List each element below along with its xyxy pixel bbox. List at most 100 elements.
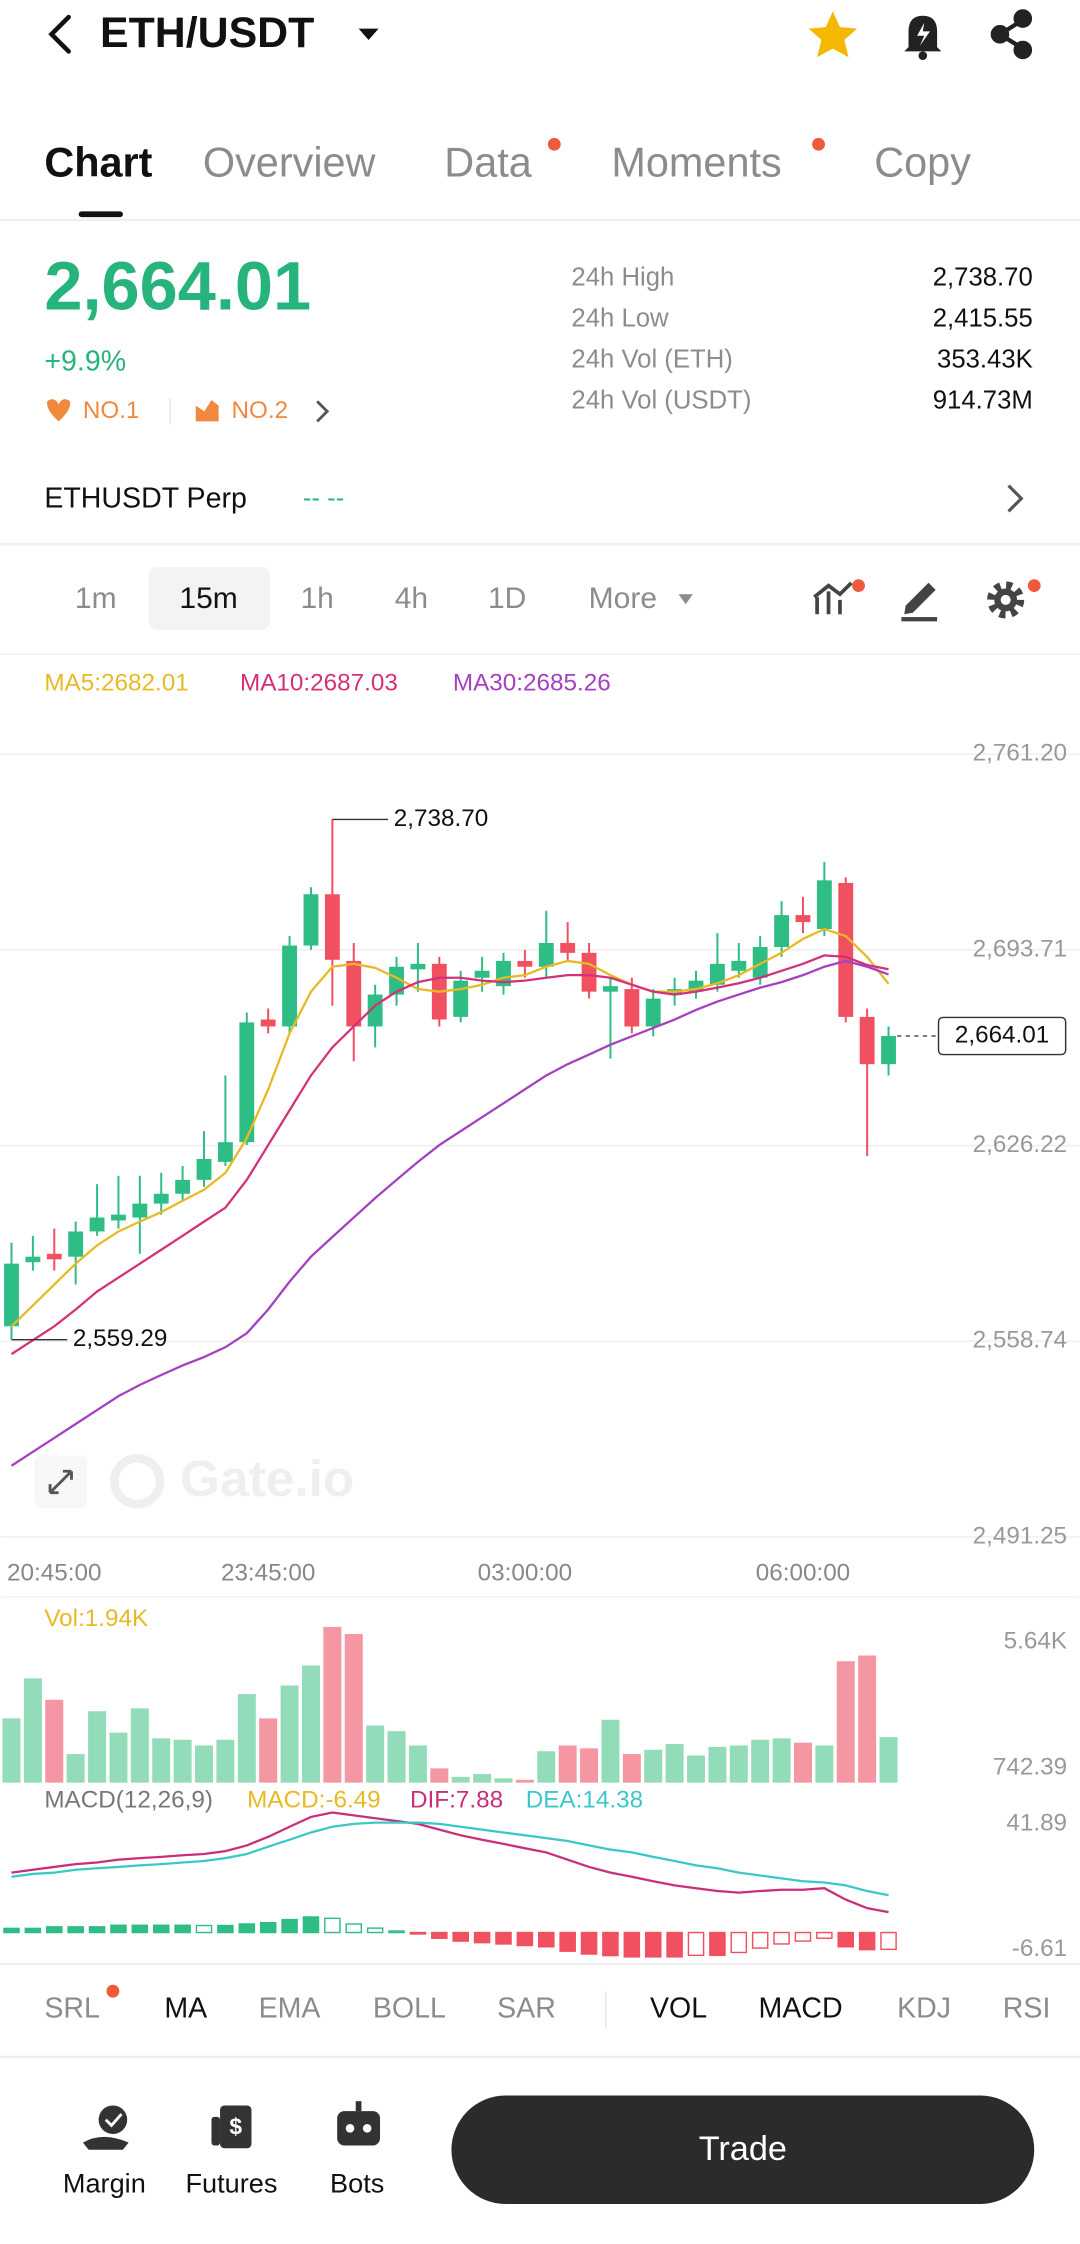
settings-dot — [1027, 579, 1041, 593]
nav-label[interactable]: Bots — [330, 2168, 384, 2199]
volume-bar — [2, 1718, 21, 1783]
stat-label: 24h Vol (ETH) — [571, 345, 732, 373]
favorite-star[interactable] — [808, 11, 858, 58]
macd-histogram-bar — [88, 1926, 106, 1934]
tab[interactable]: Overview — [203, 140, 376, 186]
share-button[interactable] — [990, 9, 1033, 60]
volume-bar — [88, 1711, 107, 1783]
interval[interactable]: 4h — [395, 582, 428, 615]
interval[interactable]: More — [589, 582, 657, 615]
candle-body — [474, 970, 490, 978]
volume-bar — [772, 1738, 791, 1783]
legend-entry: MA10:2687.03 — [240, 670, 398, 697]
macd-histogram-bar — [880, 1931, 897, 1951]
volume-bar — [280, 1685, 299, 1783]
candle-body — [859, 1016, 875, 1065]
volume-bar — [109, 1732, 128, 1783]
candle-body — [517, 960, 533, 967]
interval[interactable]: 1h — [300, 582, 333, 615]
indicator-tab[interactable]: SAR — [497, 1992, 556, 2024]
macd-histogram-bar — [302, 1916, 320, 1934]
candle-body — [538, 942, 554, 967]
candle-body — [239, 1022, 255, 1143]
volume-bar — [301, 1665, 320, 1783]
macd-line — [11, 1821, 889, 1897]
futures-icon[interactable]: $ — [211, 2105, 252, 2149]
macd-histogram-bar — [773, 1931, 790, 1945]
y-tick-label: 742.39 — [993, 1753, 1067, 1780]
indicator-tab[interactable]: RSI — [1003, 1992, 1051, 2024]
chevron[interactable] — [1007, 484, 1024, 513]
interval[interactable]: 15m — [179, 582, 237, 615]
pair-caret[interactable] — [358, 28, 379, 40]
macd-histogram-bar — [345, 1923, 363, 1934]
macd-histogram-bar — [281, 1918, 298, 1934]
interval[interactable]: 1m — [75, 582, 117, 615]
bottom-nav: Margin Futures Bots — [63, 2168, 384, 2199]
tab[interactable]: Moments — [611, 140, 781, 186]
perp-name[interactable]: ETHUSDT Perp — [44, 482, 247, 514]
annotation-label: 2,559.29 — [73, 1325, 167, 1352]
candle-body — [196, 1158, 212, 1180]
y-tick-label: 41.89 — [1006, 1809, 1067, 1836]
trade-button[interactable] — [451, 2095, 1035, 2205]
indicator-tab[interactable]: SRL — [44, 1992, 100, 2024]
interval-bar: 1m 15m 1h 4h 1D More — [75, 582, 657, 615]
rank-badge[interactable]: NO.1 — [83, 397, 140, 424]
draw-button[interactable] — [901, 582, 938, 622]
alert-bell[interactable] — [904, 15, 942, 60]
last-price: 2,664.01 — [44, 248, 311, 325]
indicator-tab[interactable]: VOL — [650, 1992, 707, 2024]
bots-icon[interactable] — [337, 2101, 381, 2146]
candle-body — [389, 966, 404, 995]
margin-icon[interactable] — [82, 2105, 129, 2150]
more-caret[interactable] — [678, 594, 693, 605]
rank-icon — [195, 399, 219, 422]
nav-label[interactable]: Futures — [185, 2168, 277, 2199]
nav-label[interactable]: Margin — [63, 2168, 146, 2199]
candle-body — [175, 1179, 191, 1194]
rank-badge[interactable]: NO.2 — [231, 397, 288, 424]
indicator-button[interactable] — [813, 581, 853, 615]
macd-histogram-bar — [217, 1924, 234, 1934]
indicator-tab[interactable]: KDJ — [897, 1992, 951, 2024]
volume-bar — [387, 1731, 406, 1783]
volume-bar — [708, 1746, 727, 1783]
trade-button-label[interactable]: Trade — [699, 2130, 787, 2168]
candle-body — [688, 980, 704, 992]
expand-button[interactable] — [34, 1455, 88, 1509]
volume-bar — [45, 1699, 64, 1783]
chevron[interactable] — [316, 400, 330, 423]
volume-bar — [408, 1745, 427, 1783]
volume-bar — [237, 1694, 256, 1783]
last-price-box — [937, 1016, 1067, 1056]
candle-body — [153, 1193, 169, 1204]
macd-histogram-bar — [473, 1931, 491, 1944]
indicator-tab[interactable]: BOLL — [373, 1992, 446, 2024]
volume-bar — [259, 1718, 278, 1783]
candle-body — [303, 894, 319, 946]
tab[interactable]: Copy — [874, 140, 971, 186]
indicator-tab[interactable]: EMA — [259, 1992, 321, 2024]
tab[interactable]: Data — [444, 140, 532, 186]
macd-histogram-bar — [858, 1931, 876, 1951]
back-button[interactable] — [48, 14, 71, 54]
settings-button[interactable] — [987, 581, 1025, 619]
annotation-label: 2,738.70 — [394, 805, 488, 832]
indicator-tab[interactable]: MA — [164, 1992, 207, 2024]
interval[interactable]: 1D — [488, 582, 526, 615]
candle-body — [453, 980, 469, 1017]
volume-bar — [173, 1739, 192, 1783]
tab[interactable]: Chart — [44, 140, 152, 186]
macd-histogram-bar — [67, 1926, 84, 1934]
volume-bar — [687, 1755, 706, 1783]
plot-area: 2,761.20 2,693.71 2,626.22 2,558.74 2,491.25… — [0, 670, 1080, 1962]
indicator-tab[interactable]: MACD — [759, 1992, 843, 2024]
candle-body — [346, 960, 362, 1027]
candle-body — [132, 1203, 148, 1218]
volume-bar — [665, 1744, 684, 1783]
pair-title[interactable]: ETH/USDT — [100, 9, 314, 57]
y-tick-label: 2,558.74 — [973, 1327, 1067, 1354]
macd-histogram-bar — [794, 1931, 812, 1942]
